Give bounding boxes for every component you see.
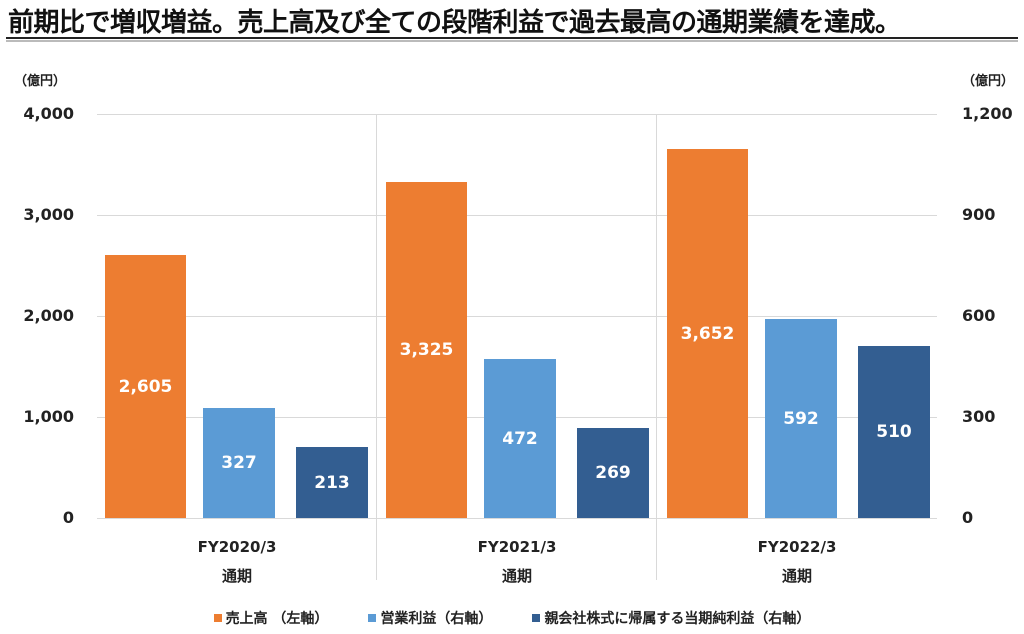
bar-value-label: 269 bbox=[595, 463, 631, 483]
category-sublabel: 通期 bbox=[221, 567, 252, 585]
bar-sales-fy2020: 2,605 bbox=[105, 255, 186, 518]
bar-value-label: 3,325 bbox=[399, 340, 454, 360]
legend-swatch-net-profit bbox=[532, 614, 541, 622]
left-tick: 2,000 bbox=[23, 306, 74, 325]
legend-label: 売上高 （左軸） bbox=[225, 611, 329, 627]
legend: 売上高 （左軸） 営業利益（右軸） 親会社株式に帰属する当期純利益（右軸） bbox=[0, 608, 1024, 628]
legend-item-operating-profit: 営業利益（右軸） bbox=[368, 608, 492, 628]
left-axis-unit: （億円） bbox=[14, 74, 67, 89]
category-separator bbox=[376, 114, 377, 580]
gridline-2000 bbox=[97, 316, 937, 317]
legend-swatch-operating-profit bbox=[368, 614, 377, 622]
gridline-0 bbox=[97, 518, 937, 519]
bar-operating-profit-fy2020: 327 bbox=[203, 408, 275, 518]
category-label: FY2020/3 bbox=[197, 538, 277, 556]
left-tick: 3,000 bbox=[23, 205, 74, 224]
legend-swatch-sales bbox=[213, 614, 222, 622]
legend-item-net-profit: 親会社株式に帰属する当期純利益（右軸） bbox=[532, 608, 810, 628]
bar-value-label: 2,605 bbox=[118, 376, 173, 397]
right-tick: 600 bbox=[962, 306, 996, 325]
right-tick: 900 bbox=[962, 205, 996, 224]
bar-value-label: 213 bbox=[314, 472, 350, 493]
right-tick: 1,200 bbox=[962, 104, 1013, 123]
bar-value-label: 592 bbox=[783, 408, 819, 429]
left-tick: 0 bbox=[62, 508, 74, 527]
bar-value-label: 472 bbox=[502, 428, 538, 449]
chart-title: 前期比で増収増益。売上高及び全ての段階利益で過去最高の通期業績を達成。 bbox=[8, 8, 901, 38]
legend-item-sales: 売上高 （左軸） bbox=[213, 608, 329, 628]
legend-label: 営業利益（右軸） bbox=[380, 611, 493, 627]
bar-value-label: 327 bbox=[221, 453, 257, 473]
gridline-4000 bbox=[97, 114, 937, 115]
bar-operating-profit-fy2022: 592 bbox=[765, 319, 837, 518]
legend-label: 親会社株式に帰属する当期純利益（右軸） bbox=[544, 611, 811, 627]
bar-sales-fy2021: 3,325 bbox=[386, 182, 467, 518]
category-label: FY2021/3 bbox=[477, 538, 557, 556]
left-tick: 4,000 bbox=[23, 104, 74, 123]
bar-value-label: 3,652 bbox=[680, 324, 735, 344]
category-sublabel: 通期 bbox=[781, 567, 812, 585]
bar-net-profit-fy2020: 213 bbox=[296, 447, 368, 518]
right-tick: 300 bbox=[962, 407, 996, 426]
left-tick: 1,000 bbox=[23, 407, 74, 426]
gridline-3000 bbox=[97, 215, 937, 216]
bar-value-label: 510 bbox=[876, 422, 912, 442]
category-label: FY2022/3 bbox=[757, 538, 837, 556]
category-sublabel: 通期 bbox=[501, 567, 532, 585]
bar-net-profit-fy2022: 510 bbox=[858, 346, 930, 518]
bar-net-profit-fy2021: 269 bbox=[577, 428, 649, 518]
right-tick: 0 bbox=[962, 508, 974, 527]
bar-operating-profit-fy2021: 472 bbox=[484, 359, 556, 518]
title-underline-shadow bbox=[6, 40, 1018, 42]
right-axis-unit: （億円） bbox=[962, 74, 1015, 89]
category-separator bbox=[656, 114, 657, 580]
title-underline bbox=[6, 37, 1018, 39]
bar-sales-fy2022: 3,652 bbox=[667, 149, 748, 518]
